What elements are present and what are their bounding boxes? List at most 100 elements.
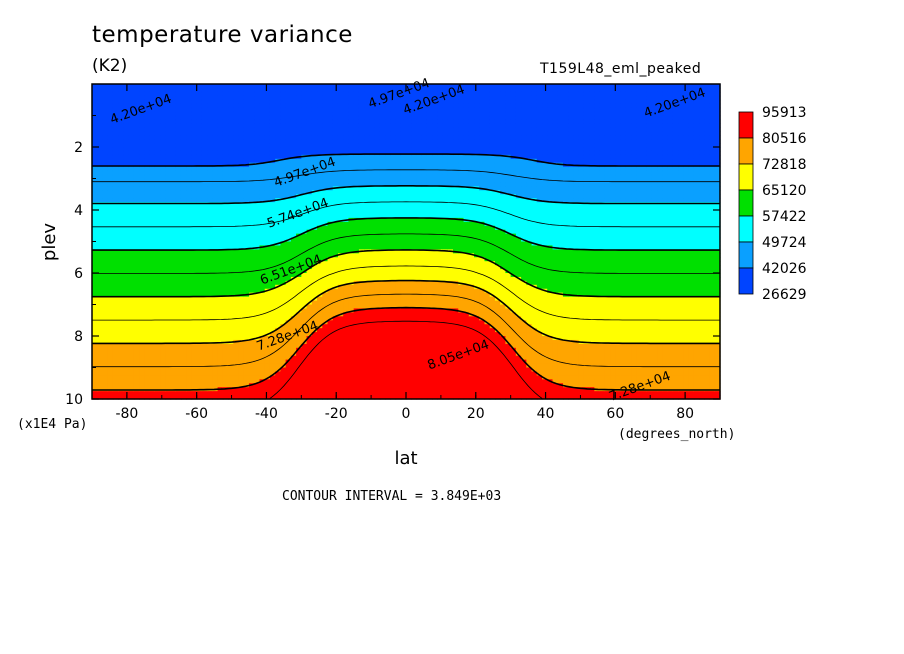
- contour-cell: [92, 253, 98, 258]
- contour-cell: [306, 225, 313, 231]
- contour-cell: [259, 143, 266, 148]
- contour-cell: [238, 213, 245, 219]
- contour-cell: [207, 91, 213, 97]
- contour-cell: [186, 292, 193, 298]
- contour-cell: [191, 363, 198, 369]
- contour-cell: [369, 245, 376, 250]
- contour-cell: [337, 194, 344, 199]
- contour-cell: [102, 135, 109, 140]
- contour-cell: [264, 150, 271, 156]
- contour-cell: [353, 241, 360, 247]
- contour-cell: [374, 355, 381, 361]
- contour-cell: [243, 202, 250, 207]
- contour-cell: [348, 371, 355, 376]
- contour-cell: [149, 328, 156, 333]
- contour-cell: [358, 131, 365, 136]
- contour-cell: [217, 304, 224, 310]
- run-name: T159L48_eml_peaked: [540, 61, 702, 77]
- contour-cell: [196, 154, 203, 160]
- contour-cell: [175, 95, 182, 101]
- contour-cell: [337, 119, 344, 124]
- contour-cell: [348, 347, 355, 353]
- contour-cell: [97, 166, 104, 172]
- contour-cell: [196, 312, 203, 317]
- contour-cell: [322, 265, 329, 270]
- contour-cell: [364, 269, 370, 274]
- contour-cell: [322, 375, 329, 380]
- contour-cell: [411, 166, 418, 172]
- contour-cell: [364, 147, 370, 152]
- contour-cell: [112, 221, 119, 227]
- contour-cell: [311, 269, 318, 274]
- contour-cell: [238, 103, 245, 109]
- contour-cell: [175, 241, 182, 247]
- contour-cell: [406, 363, 412, 369]
- contour-cell: [207, 206, 213, 211]
- contour-cell: [343, 154, 350, 160]
- contour-cell: [212, 245, 219, 250]
- contour-cell: [311, 139, 318, 144]
- contour-cell: [269, 143, 276, 148]
- contour-cell: [118, 131, 124, 136]
- contour-cell: [416, 119, 423, 124]
- contour-cell: [358, 351, 365, 357]
- contour-cell: [217, 107, 224, 113]
- contour-cell: [144, 363, 151, 369]
- contour-cell: [374, 304, 381, 310]
- contour-cell: [196, 139, 203, 144]
- contour-cell: [97, 225, 104, 231]
- contour-cell: [139, 194, 145, 199]
- contour-cell: [160, 225, 166, 231]
- contour-cell: [217, 99, 224, 105]
- contour-cell: [170, 194, 177, 199]
- contour-cell: [149, 135, 156, 140]
- contour-cell: [118, 202, 124, 207]
- contour-cell: [118, 135, 124, 140]
- contour-cell: [186, 95, 193, 101]
- contour-cell: [123, 351, 130, 357]
- contour-cell: [217, 190, 224, 195]
- contour-cell: [123, 355, 130, 361]
- contour-cell: [180, 84, 187, 89]
- contour-cell: [301, 99, 308, 105]
- contour-cell: [97, 284, 104, 290]
- contour-cell: [186, 379, 193, 384]
- contour-cell: [395, 304, 402, 310]
- contour-cell: [416, 198, 423, 203]
- contour-cell: [222, 288, 229, 294]
- contour-cell: [180, 194, 187, 199]
- contour-cell: [322, 170, 329, 176]
- contour-cell: [280, 300, 287, 306]
- contour-cell: [92, 280, 98, 286]
- contour-cell: [327, 300, 334, 306]
- contour-cell: [264, 107, 271, 113]
- contour-cell: [317, 320, 323, 325]
- contour-cell: [123, 320, 130, 325]
- contour-cell: [301, 162, 308, 168]
- contour-cell: [296, 87, 302, 93]
- contour-cell: [139, 296, 145, 302]
- contour-cell: [406, 178, 412, 184]
- contour-cell: [306, 198, 313, 203]
- contour-cell: [107, 355, 114, 361]
- contour-cell: [348, 158, 355, 164]
- contour-cell: [364, 367, 370, 373]
- contour-cell: [212, 217, 219, 223]
- contour-cell: [149, 320, 156, 325]
- contour-cell: [317, 84, 323, 89]
- contour-cell: [207, 127, 213, 132]
- contour-cell: [212, 257, 219, 262]
- contour-cell: [102, 147, 109, 152]
- contour-cell: [217, 328, 224, 333]
- contour-cell: [327, 115, 334, 121]
- contour-cell: [128, 150, 135, 156]
- contour-cell: [254, 202, 261, 207]
- contour-cell: [139, 233, 145, 239]
- contour-cell: [222, 284, 229, 290]
- contour-cell: [107, 111, 114, 117]
- contour-cell: [254, 217, 261, 223]
- contour-cell: [337, 304, 344, 310]
- contour-cell: [102, 375, 109, 380]
- contour-cell: [228, 347, 234, 353]
- contour-cell: [385, 363, 391, 369]
